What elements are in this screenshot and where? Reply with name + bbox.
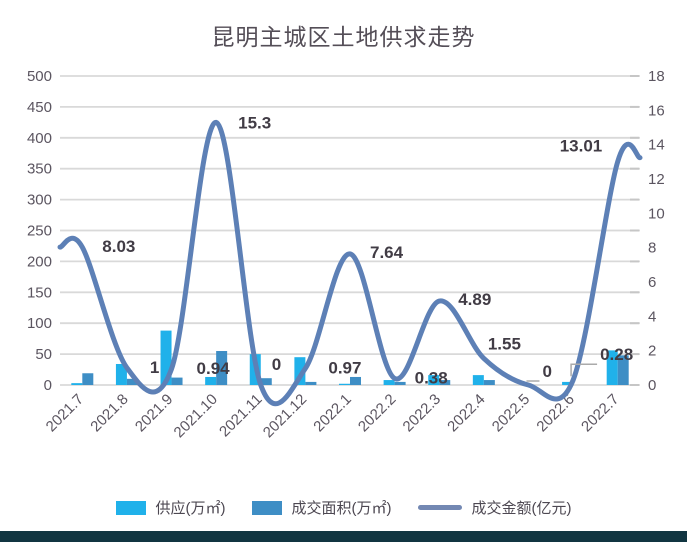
x-axis-label: 2021.8 (87, 391, 131, 435)
supply-bar (160, 330, 172, 385)
line-data-label: 7.64 (370, 243, 404, 262)
x-axis-label: 2022.1 (310, 391, 354, 435)
x-axis-label: 2022.7 (578, 391, 622, 435)
label-leader-line (570, 363, 598, 377)
y-axis-left-label: 100 (27, 315, 52, 332)
supply-bar (562, 381, 574, 385)
line-data-label: 0.94 (197, 359, 231, 378)
deal-area-bar (350, 376, 361, 385)
y-axis-left-label: 250 (27, 223, 52, 240)
y-axis-left-label: 50 (35, 346, 52, 363)
y-axis-right-label: 4 (648, 308, 656, 325)
x-axis-label: 2021.9 (132, 391, 176, 435)
supply-bar (428, 375, 440, 385)
x-axis-label: 2022.4 (444, 391, 488, 435)
y-axis-left-label: 450 (27, 99, 52, 116)
y-axis-left-label: 150 (27, 284, 52, 301)
deal-area-bar (82, 373, 94, 385)
line-data-label: 13.01 (560, 137, 603, 156)
legend: 供应(万㎡) 成交面积(万㎡) 成交金额(亿元) (0, 497, 687, 518)
legend-item: 成交金额(亿元) (417, 497, 572, 518)
supply-bar (339, 383, 350, 385)
y-axis-left-label: 350 (27, 161, 52, 178)
supply-bar (115, 363, 127, 385)
legend-label-supply: 供应(万㎡) (155, 500, 226, 517)
line-data-label: 8.03 (102, 237, 135, 256)
y-axis-right-label: 12 (648, 171, 665, 188)
supply-swatch (115, 500, 146, 515)
y-axis-left-label: 200 (27, 253, 52, 270)
amount-line-swatch (417, 505, 462, 510)
y-axis-right-label: 2 (648, 343, 656, 360)
amount-line (57, 119, 643, 407)
legend-item: 成交面积(万㎡) (251, 497, 392, 518)
line-data-label: 0 (542, 362, 551, 381)
y-axis-right-label: 14 (648, 137, 665, 154)
y-axis-left-label: 500 (27, 68, 52, 85)
line-data-label: 0.97 (328, 358, 361, 377)
deal-area-bar (126, 378, 138, 385)
legend-item: 供应(万㎡) (115, 497, 226, 518)
y-axis-right-label: 16 (648, 102, 665, 119)
footer-band (0, 531, 687, 542)
line-data-label: 0.28 (600, 345, 633, 364)
y-axis-left-label: 300 (27, 192, 52, 209)
legend-label-deal-area: 成交面积(万㎡) (291, 500, 392, 517)
supply-bar (606, 350, 618, 385)
deal-area-bar (216, 351, 228, 385)
legend-label-amount: 成交金额(亿元) (471, 500, 572, 517)
line-data-label: 1.55 (488, 334, 521, 353)
x-axis-label: 2021.10 (171, 391, 221, 441)
y-axis-right-label: 0 (648, 377, 656, 394)
y-axis-right-label: 18 (648, 68, 665, 85)
chart-title: 昆明主城区土地供求走势 (211, 24, 476, 50)
supply-bar (383, 380, 395, 385)
deal-area-bar (394, 381, 406, 385)
supply-bar (472, 375, 484, 385)
supply-bar (205, 376, 217, 385)
supply-bar (71, 383, 83, 385)
line-data-label: 0 (272, 355, 281, 374)
x-axis-label: 2022.5 (489, 391, 533, 435)
deal-area-bar (483, 380, 495, 385)
y-axis-right-label: 10 (648, 205, 665, 222)
x-axis-label: 2021.11 (216, 391, 266, 441)
supply-bar (294, 357, 306, 385)
deal-area-bar (305, 381, 317, 385)
deal-area-swatch (251, 500, 282, 515)
x-axis-label: 2021.7 (43, 391, 87, 435)
deal-area-bar (171, 377, 183, 385)
y-axis-left-label: 0 (44, 377, 52, 394)
line-data-label: 0.38 (415, 368, 448, 387)
line-data-label: 1 (150, 358, 159, 377)
deal-area-bar (260, 378, 272, 385)
y-axis-right-label: 8 (648, 240, 656, 257)
line-data-label: 4.89 (458, 290, 491, 309)
x-axis-label: 2022.3 (400, 391, 444, 435)
deal-area-bar (617, 355, 629, 385)
y-axis-right-label: 6 (648, 274, 656, 291)
y-axis-left-label: 400 (27, 130, 52, 147)
line-data-label: 15.3 (238, 113, 271, 132)
deal-area-bar (439, 380, 451, 385)
x-axis-label: 2022.2 (355, 391, 399, 435)
